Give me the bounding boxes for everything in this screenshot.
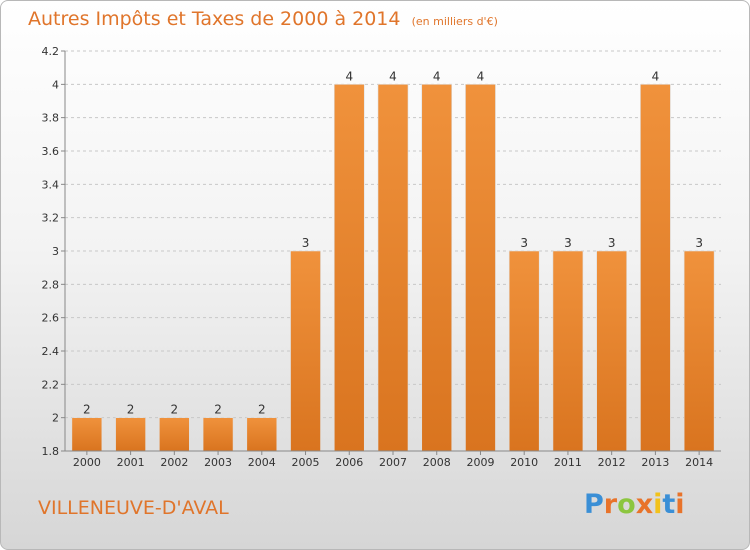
chart-title: Autres Impôts et Taxes de 2000 à 2014 <box>28 8 401 30</box>
x-tick-label: 2009 <box>466 456 494 469</box>
bar-2008 <box>421 84 453 452</box>
x-tick-label: 2006 <box>335 456 363 469</box>
x-tick-label: 2004 <box>248 456 276 469</box>
x-tick-label: 2007 <box>379 456 407 469</box>
y-tick-label: 4.2 <box>42 45 60 58</box>
data-label: 2 <box>214 403 222 417</box>
data-label: 4 <box>389 69 397 83</box>
x-tick-label: 2005 <box>292 456 320 469</box>
x-tick-label: 2014 <box>685 456 713 469</box>
data-label: 4 <box>652 69 660 83</box>
logo-letter: o <box>617 489 636 520</box>
y-tick-label: 3.2 <box>42 212 60 225</box>
data-label: 3 <box>695 236 703 250</box>
x-tick-label: 2011 <box>554 456 582 469</box>
data-label: 3 <box>302 236 310 250</box>
bar-2012 <box>596 250 627 452</box>
y-tick-label: 4 <box>52 78 59 91</box>
y-tick-label: 3.4 <box>42 178 60 191</box>
bar-2010 <box>508 250 540 452</box>
x-tick-label: 2003 <box>204 456 232 469</box>
bar-2011 <box>552 250 584 452</box>
data-label: 3 <box>608 236 616 250</box>
y-tick-label: 2.6 <box>42 312 60 325</box>
labels: 1.8 2 2.2 2.4 2.6 2.8 3 3.2 3.4 3.6 3.8 4 4.2 2 2000 2 2… <box>42 45 714 469</box>
y-tick-label: 3.6 <box>42 145 60 158</box>
logo-letter: P <box>584 489 604 520</box>
x-tick-label: 2001 <box>117 456 145 469</box>
data-label: 2 <box>127 403 135 417</box>
data-label: 4 <box>433 69 441 83</box>
y-tick-label: 3 <box>52 245 59 258</box>
data-label: 4 <box>477 69 485 83</box>
logo-letter: i <box>675 489 685 520</box>
bar-2004 <box>246 417 278 452</box>
y-tick-label: 2.2 <box>42 378 60 391</box>
data-label: 2 <box>258 403 266 417</box>
bars <box>71 84 715 452</box>
y-tick-label: 1.8 <box>42 445 60 458</box>
data-label: 2 <box>171 403 179 417</box>
bar-2006 <box>333 84 365 452</box>
logo-letter: x <box>635 489 654 520</box>
y-tick-label: 2 <box>52 412 59 425</box>
logo-letter: r <box>603 489 618 520</box>
logo-letter: t <box>662 489 676 520</box>
bar-2005 <box>290 250 321 452</box>
y-tick-label: 2.4 <box>42 345 60 358</box>
bar-2002 <box>159 417 190 452</box>
y-tick-label: 2.8 <box>42 278 60 291</box>
y-tick-label: 3.8 <box>42 112 60 125</box>
x-tick-label: 2013 <box>641 456 669 469</box>
x-tick-label: 2008 <box>423 456 451 469</box>
bar-2000 <box>71 417 103 452</box>
data-label: 3 <box>520 236 528 250</box>
data-label: 3 <box>564 236 572 250</box>
chart-unit: (en milliers d'€) <box>411 15 498 28</box>
x-tick-label: 2002 <box>160 456 188 469</box>
x-tick-label: 2012 <box>598 456 626 469</box>
bar-2003 <box>202 417 234 452</box>
bar-2007 <box>377 84 409 452</box>
bar-2009 <box>465 84 496 452</box>
bar-2001 <box>115 417 146 452</box>
chart-title-block: Autres Impôts et Taxes de 2000 à 2014 (e… <box>28 8 498 30</box>
bar-2013 <box>640 84 671 452</box>
axes <box>61 50 721 455</box>
commune-name: VILLENEUVE-D'AVAL <box>38 497 229 519</box>
data-label: 4 <box>345 69 353 83</box>
proxiti-logo: Proxiti <box>584 489 685 520</box>
logo-letter: i <box>653 489 663 520</box>
x-tick-label: 2000 <box>73 456 101 469</box>
x-tick-label: 2010 <box>510 456 538 469</box>
bar-2014 <box>683 250 715 452</box>
data-label: 2 <box>83 403 91 417</box>
